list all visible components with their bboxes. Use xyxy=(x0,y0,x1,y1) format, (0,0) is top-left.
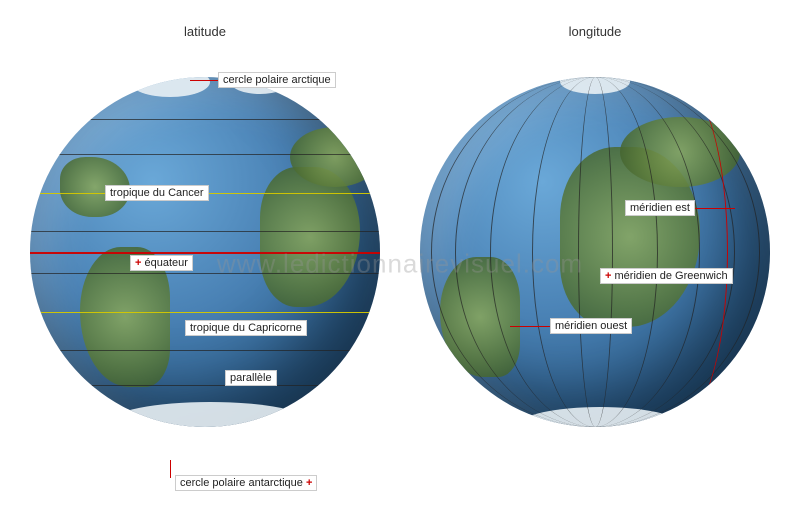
label-equator-text: équateur xyxy=(145,257,188,269)
label-greenwich-text: méridien de Greenwich xyxy=(615,270,728,282)
label-antarctic: cercle polaire antarctique + xyxy=(175,475,317,491)
latitude-globe xyxy=(30,77,380,427)
parallel-line xyxy=(30,385,380,386)
equator-line xyxy=(30,252,380,254)
label-east: méridien est xyxy=(625,200,695,216)
longitude-globe xyxy=(420,77,770,427)
parallel-line xyxy=(30,273,380,274)
parallel-line xyxy=(30,154,380,155)
parallel-line xyxy=(30,119,380,120)
connector xyxy=(695,208,735,209)
connector xyxy=(170,460,171,478)
label-cancer-text: tropique du Cancer xyxy=(110,187,204,199)
meridian-line xyxy=(578,77,613,427)
connector xyxy=(510,326,550,327)
label-arctic: cercle polaire arctique xyxy=(218,72,336,88)
parallel-line xyxy=(30,350,380,351)
longitude-title: longitude xyxy=(569,24,622,39)
label-greenwich: + méridien de Greenwich xyxy=(600,268,733,284)
land-eu xyxy=(290,127,380,187)
label-cancer: tropique du Cancer xyxy=(105,185,209,201)
latitude-title: latitude xyxy=(184,24,226,39)
label-antarctic-text: cercle polaire antarctique xyxy=(180,477,303,489)
label-west: méridien ouest xyxy=(550,318,632,334)
plus-icon: + xyxy=(306,477,312,489)
tropic-capricorn-line xyxy=(30,312,380,314)
ice-south xyxy=(110,402,310,427)
label-arctic-text: cercle polaire arctique xyxy=(223,74,331,86)
label-east-text: méridien est xyxy=(630,202,690,214)
greenwich-line xyxy=(623,77,728,427)
latitude-panel: latitude cercle polaire arctique xyxy=(10,20,400,507)
label-parallel-text: parallèle xyxy=(230,372,272,384)
parallel-line xyxy=(30,231,380,232)
plus-icon: + xyxy=(135,257,141,269)
connector xyxy=(190,80,218,81)
land-af xyxy=(260,167,360,307)
label-parallel: parallèle xyxy=(225,370,277,386)
longitude-panel: longitude méridien est + méridien de Gre… xyxy=(400,20,790,507)
label-equator: + équateur xyxy=(130,255,193,271)
label-capricorn: tropique du Capricorne xyxy=(185,320,307,336)
plus-icon: + xyxy=(605,270,611,282)
label-west-text: méridien ouest xyxy=(555,320,627,332)
diagram-container: latitude cercle polaire arctique xyxy=(0,0,800,527)
label-capricorn-text: tropique du Capricorne xyxy=(190,322,302,334)
